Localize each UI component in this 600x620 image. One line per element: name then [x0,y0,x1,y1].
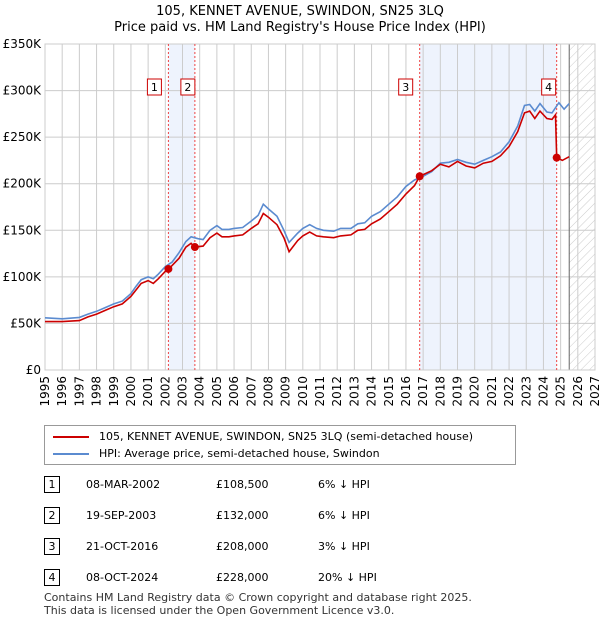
y-tick-label: £0 [26,363,41,377]
x-tick-label: 2009 [279,376,293,407]
x-tick-label: 2027 [588,376,600,407]
x-tick-label: 1999 [107,376,121,407]
sale-point-2 [190,243,199,252]
sale-date: 08-OCT-2024 [86,571,159,584]
sale-point-3 [415,172,424,181]
legend-label-property: 105, KENNET AVENUE, SWINDON, SN25 3LQ (s… [99,430,474,443]
row-number-badge: 1 [44,476,60,493]
sale-price: £132,000 [216,509,269,522]
row-number-badge: 4 [44,569,60,586]
x-tick-label: 2018 [433,376,447,407]
y-tick-label: £300K [3,84,43,98]
sale-label-2: 2 [184,81,191,94]
x-tick-label: 2011 [313,376,327,407]
x-tick-label: 2021 [485,376,499,407]
legend-item-hpi: HPI: Average price, semi-detached house,… [53,447,380,461]
forecast-hatch [569,44,595,370]
x-tick-label: 2014 [365,376,379,407]
chart-title: 105, KENNET AVENUE, SWINDON, SN25 3LQ [156,4,444,19]
x-tick-label: 2012 [330,376,344,407]
x-tick-label: 2022 [502,376,516,407]
y-tick-label: £250K [3,130,43,144]
x-tick-label: 2008 [261,376,275,407]
shaded-period-2 [419,44,557,370]
x-tick-label: 1998 [90,376,104,407]
sale-date: 08-MAR-2002 [86,478,161,491]
chart-subtitle: Price paid vs. HM Land Registry's House … [114,20,486,35]
hpi-diff: 20% ↓ HPI [318,571,377,584]
legend-swatch-property [53,436,89,438]
x-tick-label: 2007 [244,376,258,407]
y-tick-label: £150K [3,223,43,237]
x-tick-label: 1995 [38,376,52,407]
sale-price: £228,000 [216,571,269,584]
x-tick-label: 2019 [451,376,465,407]
x-tick-label: 2016 [399,376,413,407]
row-number-badge: 3 [44,538,60,555]
x-tick-label: 2005 [210,376,224,407]
x-tick-label: 2023 [519,376,533,407]
x-tick-label: 2015 [382,376,396,407]
x-tick-label: 2001 [141,376,155,407]
x-tick-label: 2024 [536,376,550,407]
price-chart: 1995 1996 1997 1998 1999 2000 2001 2002 2003 2004… [3,37,600,407]
sale-date: 19-SEP-2003 [86,509,157,522]
x-tick-label: 2000 [124,376,138,407]
series-line-hpi [44,101,570,320]
x-tick-label: 2026 [571,376,585,407]
sale-label-box-3 [398,78,414,96]
table-row: 1 08-MAR-2002 £108,500 6% ↓ HPI [44,476,464,496]
table-row: 2 19-SEP-2003 £132,000 6% ↓ HPI [44,507,464,527]
x-tick-label: 2025 [554,376,568,407]
sale-label-box-4 [541,78,557,96]
sale-date: 21-OCT-2016 [86,540,159,553]
legend: 105, KENNET AVENUE, SWINDON, SN25 3LQ (s… [44,425,516,465]
sale-point-1 [164,264,173,273]
legend-swatch-hpi [53,453,89,455]
y-tick-label: £200K [3,177,43,191]
hpi-diff: 6% ↓ HPI [318,478,370,491]
sale-price: £108,500 [216,478,269,491]
y-tick-label: £50K [10,316,42,330]
footer-licence: This data is licensed under the Open Gov… [44,604,395,617]
table-row: 4 08-OCT-2024 £228,000 20% ↓ HPI [44,569,464,589]
x-tick-label: 2003 [176,376,190,407]
sale-label-4: 4 [545,81,552,94]
x-tick-label: 2017 [416,376,430,407]
shaded-period-1 [168,44,195,370]
row-number-badge: 2 [44,507,60,524]
footer: Contains HM Land Registry data © Crown c… [44,591,472,617]
y-tick-label: £350K [3,37,43,51]
footer-copyright: Contains HM Land Registry data © Crown c… [44,591,472,604]
hpi-diff: 3% ↓ HPI [318,540,370,553]
x-tick-label: 2004 [193,376,207,407]
x-tick-label: 1997 [72,376,86,407]
sale-price: £208,000 [216,540,269,553]
y-tick-label: £100K [3,270,43,284]
x-tick-label: 2020 [468,376,482,407]
sale-label-1: 1 [151,81,158,94]
x-tick-label: 1996 [55,376,69,407]
sale-point-4 [552,153,561,162]
x-tick-label: 2002 [158,376,172,407]
x-tick-label: 2006 [227,376,241,407]
sale-label-box-1 [146,78,162,96]
x-tick-label: 2013 [347,376,361,407]
x-tick-label: 2010 [296,376,310,407]
legend-item-property: 105, KENNET AVENUE, SWINDON, SN25 3LQ (s… [53,430,473,444]
sale-label-3: 3 [402,81,409,94]
sale-label-box-2 [180,78,196,96]
hpi-diff: 6% ↓ HPI [318,509,370,522]
table-row: 3 21-OCT-2016 £208,000 3% ↓ HPI [44,538,464,558]
series-line-property [45,109,570,323]
legend-label-hpi: HPI: Average price, semi-detached house,… [99,447,380,460]
plot-border [44,43,596,371]
